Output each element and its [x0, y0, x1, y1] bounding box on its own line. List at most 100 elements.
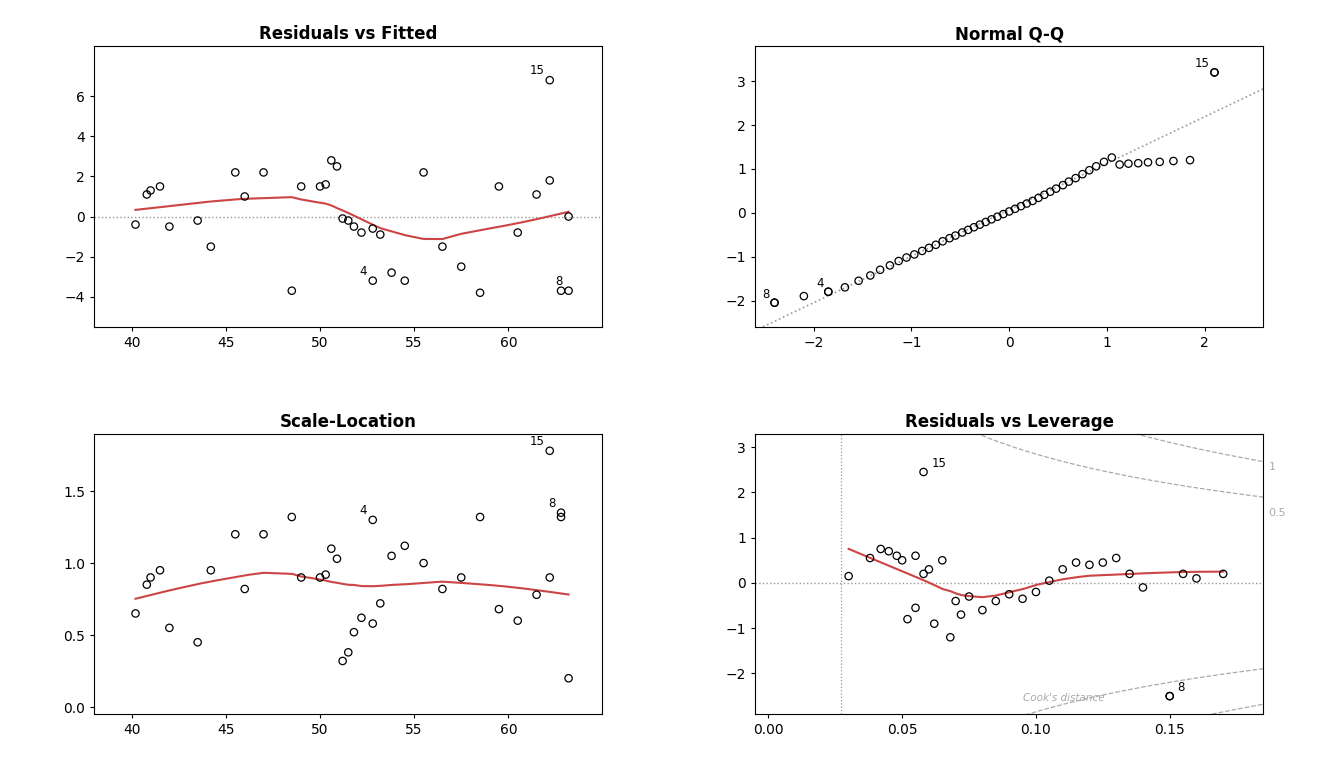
Point	[891, 554, 913, 567]
Point	[895, 251, 917, 263]
Point	[1179, 154, 1200, 167]
Point	[362, 617, 383, 630]
Point	[507, 614, 528, 627]
Point	[870, 263, 891, 276]
Point	[450, 260, 472, 273]
Point	[1028, 192, 1050, 204]
Point	[253, 528, 274, 541]
Point	[969, 218, 991, 230]
Title: Residuals vs Fitted: Residuals vs Fitted	[259, 25, 437, 43]
Point	[1204, 66, 1226, 78]
Point	[1172, 568, 1193, 580]
Point	[886, 550, 907, 562]
Point	[1185, 572, 1207, 584]
Text: 8: 8	[548, 497, 555, 510]
Point	[380, 266, 402, 279]
Point	[125, 218, 146, 230]
Point	[1118, 157, 1140, 170]
Point	[981, 214, 1003, 226]
Point	[918, 563, 939, 575]
Point	[469, 511, 491, 523]
Point	[125, 607, 146, 620]
Point	[1034, 189, 1055, 201]
Point	[945, 230, 966, 242]
Point	[450, 571, 472, 584]
Point	[394, 274, 415, 286]
Point	[343, 220, 364, 233]
Point	[149, 564, 171, 577]
Text: 8: 8	[762, 287, 770, 300]
Point	[1159, 690, 1180, 702]
Point	[332, 213, 353, 225]
Point	[539, 174, 560, 187]
Point	[314, 568, 336, 581]
Point	[507, 227, 528, 239]
Title: Residuals vs Leverage: Residuals vs Leverage	[905, 412, 1114, 431]
Point	[337, 646, 359, 658]
Point	[1159, 690, 1180, 702]
Point	[370, 598, 391, 610]
Point	[957, 223, 978, 236]
Point	[281, 285, 302, 297]
Point	[343, 626, 364, 638]
Point	[1012, 593, 1034, 605]
Point	[558, 210, 579, 223]
Text: 15: 15	[931, 457, 946, 470]
Point	[136, 188, 157, 200]
Point	[918, 242, 939, 254]
Point	[945, 595, 966, 607]
Point	[835, 281, 856, 293]
Point	[878, 545, 899, 558]
Point	[1021, 195, 1043, 207]
Point	[923, 617, 945, 630]
Point	[558, 285, 579, 297]
Text: 15: 15	[530, 435, 544, 448]
Point	[1149, 156, 1171, 168]
Point	[939, 631, 961, 644]
Point	[1071, 168, 1093, 180]
Point	[985, 595, 1007, 607]
Text: 15: 15	[1195, 57, 1210, 70]
Text: 1: 1	[1269, 462, 1275, 472]
Point	[911, 245, 933, 257]
Point	[1058, 175, 1079, 187]
Point	[149, 180, 171, 193]
Point	[1046, 183, 1067, 195]
Point	[140, 184, 161, 197]
Point	[488, 180, 509, 193]
Text: 4: 4	[816, 276, 824, 290]
Point	[337, 214, 359, 227]
Point	[1137, 156, 1159, 168]
Text: 4: 4	[360, 504, 367, 517]
Point	[469, 286, 491, 299]
Point	[526, 188, 547, 200]
Point	[1079, 558, 1101, 571]
Point	[351, 611, 372, 624]
Point	[993, 208, 1015, 220]
Point	[888, 255, 910, 267]
Point	[309, 571, 331, 584]
Point	[1101, 151, 1122, 164]
Point	[321, 154, 343, 167]
Point	[1011, 200, 1032, 212]
Point	[159, 622, 180, 634]
Point	[290, 571, 312, 584]
Point	[1132, 581, 1153, 594]
Text: 0.5: 0.5	[1269, 508, 1286, 518]
Point	[281, 511, 302, 523]
Point	[905, 550, 926, 562]
Point	[950, 608, 972, 621]
Point	[1204, 66, 1226, 78]
Point	[1064, 172, 1086, 184]
Point	[972, 604, 993, 616]
Point	[913, 568, 934, 580]
Point	[903, 248, 925, 260]
Point	[431, 583, 453, 595]
Text: 8: 8	[555, 275, 563, 288]
Point	[321, 542, 343, 554]
Point	[290, 180, 312, 193]
Point	[539, 74, 560, 86]
Point	[550, 285, 571, 297]
Point	[488, 603, 509, 615]
Point	[539, 571, 560, 584]
